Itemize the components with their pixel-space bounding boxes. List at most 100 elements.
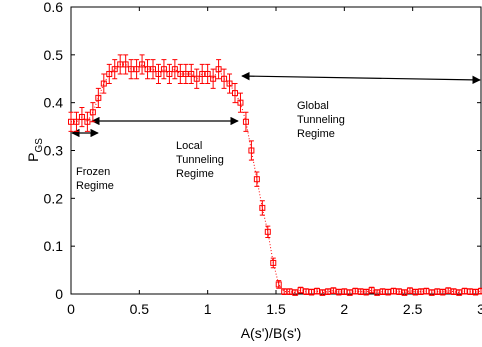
error-bar	[259, 200, 265, 216]
data-point	[133, 66, 140, 73]
error-bar	[150, 59, 156, 80]
y-tick-label: 0.2	[44, 190, 64, 206]
error-bar	[216, 59, 222, 80]
data-point	[242, 118, 249, 125]
y-tick-label: 0.5	[44, 47, 64, 63]
error-bar	[172, 59, 178, 80]
data-point	[171, 66, 178, 73]
x-tick-label: 3	[477, 301, 482, 317]
error-bar	[237, 92, 243, 113]
error-bar	[227, 73, 233, 94]
annotation: Regime	[297, 128, 335, 140]
data-point	[248, 147, 255, 154]
error-bar	[145, 59, 151, 80]
data-point	[122, 61, 129, 68]
error-bar	[232, 83, 238, 104]
error-bar	[101, 73, 107, 94]
data-point	[160, 66, 167, 73]
data-point	[270, 259, 277, 266]
x-tick-label: 1	[204, 301, 212, 317]
data-point	[78, 114, 85, 121]
error-bar	[161, 59, 167, 80]
error-bar	[68, 111, 74, 132]
data-point	[215, 66, 222, 73]
data-point	[106, 70, 113, 77]
error-bar	[183, 63, 189, 85]
data-point	[155, 70, 162, 77]
annotation: Regime	[176, 168, 214, 180]
error-bar	[270, 257, 276, 269]
data-point	[259, 204, 266, 211]
data-line	[71, 63, 482, 294]
error-bar	[117, 54, 123, 75]
error-bar	[177, 63, 183, 85]
x-tick-label: 2	[340, 301, 348, 317]
error-bar	[205, 63, 211, 85]
data-point	[253, 176, 260, 183]
annotation: Regime	[76, 180, 114, 192]
error-bar	[139, 54, 145, 75]
x-tick-label: 0.5	[130, 301, 150, 317]
error-bar	[106, 63, 112, 85]
error-bar	[254, 171, 260, 187]
data-point	[232, 90, 238, 97]
error-bar	[199, 63, 205, 85]
data-point	[89, 109, 96, 116]
error-bar	[112, 59, 118, 80]
error-bar	[84, 111, 90, 132]
annotation: Global	[297, 100, 329, 112]
x-tick-label: 0	[67, 301, 75, 317]
x-tick-label: 1.5	[266, 301, 286, 317]
global-arrow	[241, 71, 481, 85]
error-bar	[166, 63, 172, 85]
y-axis-label: PGS	[25, 138, 45, 162]
error-bar	[128, 59, 134, 80]
x-axis-label: A(s')/B(s')	[241, 325, 302, 341]
error-bar	[79, 106, 85, 128]
data-point	[84, 118, 91, 125]
annotation: Local	[176, 140, 202, 152]
data-point	[264, 228, 271, 235]
error-bar	[248, 140, 254, 161]
data-point	[275, 281, 282, 288]
data-point	[95, 94, 102, 101]
data-point	[73, 118, 80, 125]
error-bar	[265, 225, 271, 239]
error-bar	[221, 68, 227, 89]
error-bar	[90, 102, 96, 123]
data-point	[478, 288, 482, 295]
data-point	[111, 66, 118, 73]
x-tick-label: 2.5	[403, 301, 423, 317]
data-point	[139, 61, 146, 68]
y-tick-label: 0	[55, 286, 63, 302]
error-bar	[95, 87, 101, 108]
y-tick-label: 0.6	[44, 0, 64, 15]
data-point	[226, 80, 233, 87]
annotation: Tunneling	[297, 114, 345, 126]
y-tick-label: 0.3	[44, 143, 64, 159]
y-tick-label: 0.4	[44, 95, 64, 111]
annotation: Tunneling	[176, 154, 224, 166]
y-label-main: P	[25, 153, 41, 162]
error-bar	[134, 59, 140, 80]
annotation: Frozen	[76, 166, 110, 178]
error-bar	[123, 54, 129, 75]
error-bar	[188, 63, 194, 85]
y-tick-label: 0.1	[44, 238, 64, 254]
plot-frame	[70, 6, 482, 295]
data-point	[204, 70, 211, 77]
data-point	[188, 70, 195, 77]
data-point	[150, 66, 156, 73]
data-point	[100, 80, 107, 87]
data-point	[166, 70, 173, 77]
data-point	[210, 75, 217, 82]
error-bar	[210, 68, 216, 89]
error-bar	[155, 63, 161, 85]
data-point	[193, 75, 200, 82]
error-bar	[73, 111, 79, 132]
data-point	[237, 99, 244, 106]
error-bar	[243, 111, 249, 132]
data-point	[221, 75, 228, 82]
y-label-sub: GS	[34, 138, 45, 153]
